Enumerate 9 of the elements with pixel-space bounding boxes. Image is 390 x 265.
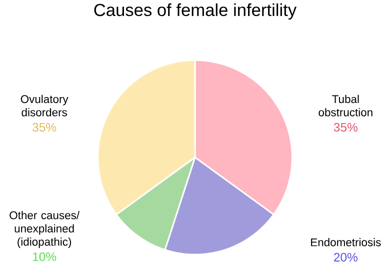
data-label: 20%: [334, 252, 358, 262]
slice-label: Other causes/ unexplained (idiopathic): [10, 210, 80, 248]
data-label: 10%: [33, 252, 56, 262]
slice-label: Endometriosis: [311, 238, 381, 246]
slice-label: Ovulatory disorders: [20, 94, 68, 116]
chart-title: Causes of female infertility: [94, 3, 297, 20]
data-label: 35%: [32, 122, 56, 132]
data-label: 35%: [334, 122, 358, 132]
slice-label: Tubal obstruction: [318, 94, 372, 116]
